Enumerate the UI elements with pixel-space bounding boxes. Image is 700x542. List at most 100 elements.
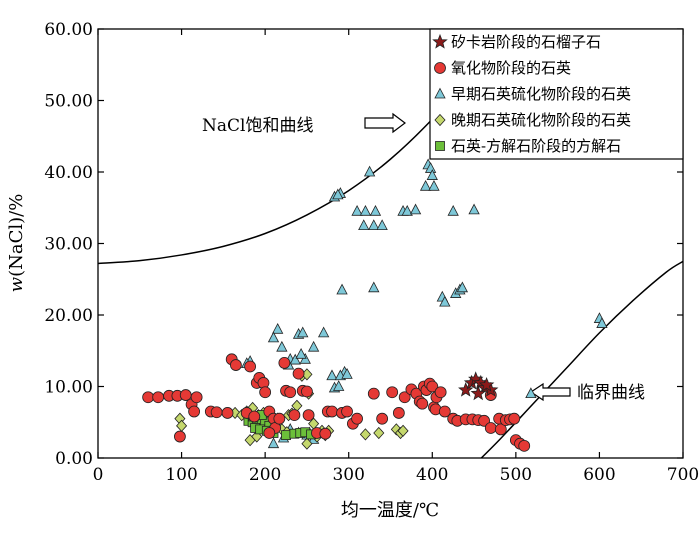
point-triangle	[447, 204, 459, 216]
y-tick-label: 0.00	[55, 449, 93, 469]
point-triangle	[351, 204, 363, 216]
point-circle	[351, 412, 363, 425]
point-circle	[259, 386, 272, 399]
point-diamond	[251, 430, 263, 443]
y-tick-label: 50.00	[44, 92, 93, 112]
x-tick-label: 600	[583, 465, 615, 485]
point-star	[478, 377, 495, 392]
x-axis-title: 均一温度/℃	[341, 500, 439, 521]
point-star	[458, 381, 474, 397]
x-tick-label: 0	[93, 465, 104, 485]
legend-marker-triangle	[434, 87, 446, 99]
point-triangle	[401, 204, 413, 216]
point-circle	[508, 412, 521, 425]
x-tick-label: 500	[500, 465, 532, 485]
y-tick-label: 10.00	[44, 378, 93, 398]
saturation-curve-arrow	[364, 112, 406, 134]
point-triangle	[359, 204, 372, 216]
point-circle	[398, 391, 411, 404]
point-triangle	[307, 340, 320, 352]
point-circle	[319, 427, 332, 440]
point-circle	[284, 386, 297, 399]
y-tick-label: 40.00	[44, 163, 93, 183]
saturation-curve-label: NaCl饱和曲线	[202, 116, 313, 136]
point-square	[281, 430, 291, 441]
point-triangle	[289, 353, 301, 365]
point-star	[470, 385, 486, 401]
point-triangle	[267, 437, 280, 449]
point-circle	[152, 391, 165, 404]
point-triangle	[272, 322, 284, 334]
point-diamond	[301, 437, 313, 450]
legend-label-skarn: 矽卡岩阶段的石榴子石	[451, 33, 601, 51]
point-triangle	[596, 317, 608, 328]
point-circle	[188, 405, 201, 418]
y-axis-title-rest: (NaCl)/%	[6, 194, 27, 277]
point-diamond	[397, 424, 409, 437]
y-tick-label: 20.00	[44, 306, 93, 326]
y-axis-title: w(NaCl)/%	[6, 194, 27, 293]
point-circle	[438, 405, 451, 418]
point-triangle	[409, 203, 422, 215]
point-circle	[142, 391, 155, 404]
legend-marker-square	[435, 141, 445, 151]
legend-label-early: 早期石英硫化物阶段的石英	[451, 85, 631, 103]
point-circle	[278, 357, 291, 369]
point-circle	[518, 439, 531, 452]
point-circle	[173, 430, 186, 443]
point-triangle	[333, 380, 345, 391]
data-points	[142, 158, 608, 452]
y-axis: 0.00 10.00 20.00 30.00 40.00 50.00 60.00	[44, 20, 683, 469]
legend: 矽卡岩阶段的石榴子石 氧化物阶段的石英 早期石英硫化物阶段的石英 晚期石英硫化物…	[429, 28, 684, 160]
point-circle	[416, 397, 429, 410]
point-circle	[248, 410, 261, 423]
point-circle	[367, 387, 380, 400]
point-triangle	[368, 281, 380, 293]
point-triangle	[363, 165, 376, 177]
point-triangle	[368, 219, 380, 231]
point-triangle	[332, 188, 344, 200]
point-triangle	[267, 331, 280, 343]
point-circle	[210, 406, 223, 419]
legend-marker-star	[432, 33, 448, 49]
critical-curve-label: 临界曲线	[577, 383, 645, 403]
point-triangle	[297, 326, 309, 338]
point-triangle	[369, 204, 382, 216]
critical-curve-arrow	[529, 382, 571, 402]
point-triangle	[439, 295, 451, 307]
point-circle	[494, 423, 507, 436]
point-diamond	[359, 428, 371, 441]
point-circle	[341, 405, 353, 418]
point-circle	[292, 367, 305, 380]
point-circle	[302, 409, 315, 422]
y-tick-label: 60.00	[44, 20, 93, 40]
legend-label-late: 晚期石英硫化物阶段的石英	[451, 111, 631, 129]
point-circle	[434, 386, 447, 399]
x-tick-label: 200	[249, 465, 281, 485]
x-tick-label: 100	[165, 465, 197, 485]
x-tick-label: 400	[416, 465, 448, 485]
point-circle	[326, 405, 338, 418]
x-tick-label: 700	[667, 465, 699, 485]
point-circle	[190, 391, 203, 404]
point-triangle	[525, 387, 537, 399]
point-triangle	[358, 219, 370, 231]
legend-markers	[432, 33, 448, 151]
legend-label-oxide: 氧化物阶段的石英	[451, 59, 571, 77]
point-circle	[229, 359, 242, 371]
point-diamond	[373, 426, 385, 440]
point-circle	[426, 380, 439, 393]
point-triangle	[428, 179, 440, 191]
point-circle	[263, 427, 276, 439]
point-circle	[301, 385, 313, 398]
point-triangle	[276, 340, 288, 352]
x-tick-label: 300	[332, 465, 364, 485]
point-circle	[288, 409, 301, 422]
critical-curve	[480, 260, 683, 458]
legend-marker-circle	[434, 62, 446, 74]
legend-label-calcite: 石英-方解石阶段的方解石	[451, 137, 621, 155]
point-circle	[484, 422, 497, 434]
point-circle	[244, 360, 257, 373]
point-circle	[478, 414, 491, 427]
